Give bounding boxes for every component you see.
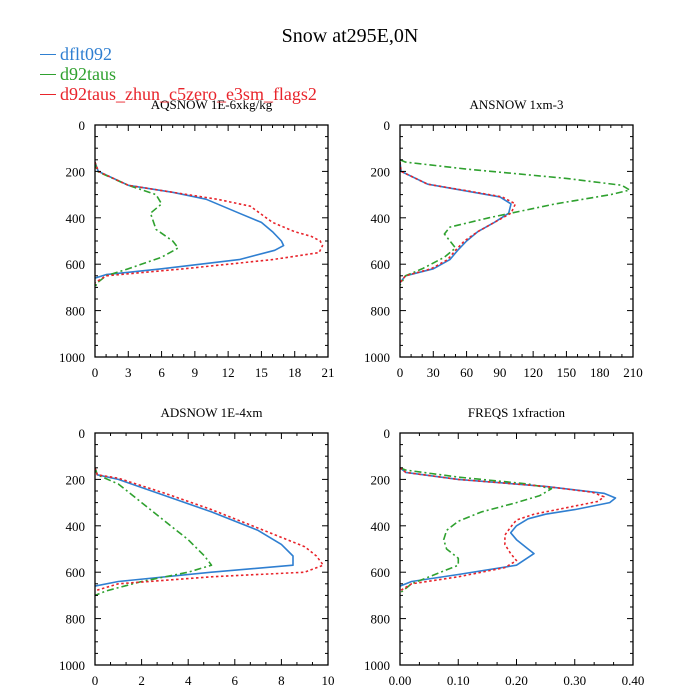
x-tick-label: 21 — [322, 365, 335, 380]
legend-entry-3: d92taus_zhun_c5zero_e3sm_flags2 — [40, 84, 317, 104]
panel-title-3: ADSNOW 1E-4xm — [161, 405, 263, 420]
x-tick-label: 120 — [523, 365, 543, 380]
x-tick-label: 0 — [92, 673, 99, 688]
series-line-d92taus_zhun_c5zero_e3sm_flags2 — [95, 467, 325, 592]
x-tick-label: 8 — [278, 673, 285, 688]
y-tick-label: 600 — [371, 565, 391, 580]
panel-title-4: FREQS 1xfraction — [468, 405, 566, 420]
x-tick-label: 60 — [460, 365, 473, 380]
x-tick-label: 0 — [397, 365, 404, 380]
chart-panel-3: ADSNOW 1E-4xm 0 2 4 6 8 10 0 200 400 600 800 1000 — [59, 405, 335, 688]
x-tick-label: 0.00 — [389, 673, 412, 688]
series-line-dflt092 — [400, 162, 512, 284]
x-tick-label: 6 — [158, 365, 165, 380]
series-line-d92taus — [400, 159, 631, 286]
x-tick-label: 4 — [185, 673, 192, 688]
panel-title-2: ANSNOW 1xm-3 — [469, 97, 563, 112]
legend-entry-1: dflt092 — [40, 44, 317, 64]
y-tick-label: 200 — [66, 164, 86, 179]
y-tick-label: 800 — [66, 612, 86, 627]
panels: AQSNOW 1E-6xkg/kg0 3 6 9 12 15 18 2102004006008… — [59, 97, 644, 688]
x-tick-label: 3 — [125, 365, 132, 380]
series-line-d92taus — [95, 467, 213, 597]
y-tick-label: 0 — [384, 426, 391, 441]
y-tick-label: 800 — [66, 304, 86, 319]
series-line-d92taus — [95, 161, 179, 288]
y-tick-label: 800 — [371, 304, 391, 319]
y-tick-label: 0 — [79, 118, 86, 133]
legend-label-2: d92taus — [60, 64, 116, 84]
chart-panel-4: FREQS 1xfraction 0.00 0.10 0.20 0.30 0.40 0 200… — [364, 405, 644, 688]
series-line-d92taus — [400, 467, 553, 594]
x-tick-label: 210 — [623, 365, 643, 380]
x-tick-label: 15 — [255, 365, 268, 380]
plot-frame — [399, 124, 634, 358]
legend-swatch-2 — [40, 73, 56, 75]
y-tick-label: 600 — [66, 565, 86, 580]
x-tick-label: 6 — [232, 673, 239, 688]
x-tick-label: 30 — [427, 365, 440, 380]
x-tick-label: 0.10 — [447, 673, 470, 688]
y-tick-label: 400 — [371, 211, 391, 226]
y-tick-label: 200 — [66, 472, 86, 487]
plot-frame — [94, 124, 329, 358]
legend: dflt092 d92taus d92taus_zhun_c5zero_e3sm… — [40, 44, 317, 104]
y-tick-label: 400 — [66, 211, 86, 226]
legend-entry-2: d92taus — [40, 64, 317, 84]
y-tick-label: 600 — [371, 257, 391, 272]
y-tick-label: 0 — [79, 426, 86, 441]
figure-title: Snow at295E,0N — [282, 25, 419, 47]
x-tick-label: 18 — [288, 365, 301, 380]
x-tick-label: 0 — [92, 365, 99, 380]
x-tick-label: 0.40 — [622, 673, 645, 688]
plot-frame — [94, 432, 329, 666]
legend-swatch-3 — [40, 93, 56, 95]
x-tick-label: 0.20 — [505, 673, 528, 688]
series-line-d92taus_zhun_c5zero_e3sm_flags2 — [400, 467, 605, 592]
x-tick-label: 10 — [322, 673, 335, 688]
y-tick-label: 400 — [371, 519, 391, 534]
y-tick-label: 600 — [66, 257, 86, 272]
y-tick-label: 0 — [384, 118, 391, 133]
x-tick-label: 12 — [222, 365, 235, 380]
x-tick-label: 90 — [493, 365, 506, 380]
chart-panel-2: ANSNOW 1xm-3 0 30 60 90 120 150 180 210 0 200 400 60… — [364, 97, 643, 380]
x-tick-label: 9 — [192, 365, 199, 380]
y-tick-label: 200 — [371, 164, 391, 179]
y-tick-label: 400 — [66, 519, 86, 534]
x-tick-label: 150 — [557, 365, 577, 380]
chart-panel-1: AQSNOW 1E-6xkg/kg 0 3 6 9 12 15 18 21 0 200 400 600 8… — [59, 97, 335, 380]
legend-label-3: d92taus_zhun_c5zero_e3sm_flags2 — [60, 84, 317, 104]
series-line-d92taus_zhun_c5zero_e3sm_flags2 — [95, 161, 324, 284]
legend-label-1: dflt092 — [60, 44, 112, 64]
x-tick-label: 2 — [138, 673, 145, 688]
x-tick-label: 180 — [590, 365, 610, 380]
legend-swatch-1 — [40, 53, 56, 55]
y-tick-label: 1000 — [59, 350, 85, 365]
y-tick-label: 1000 — [364, 350, 390, 365]
plot-frame — [399, 432, 634, 666]
y-tick-label: 1000 — [59, 658, 85, 673]
series-line-dflt092 — [95, 467, 294, 587]
series-line-dflt092 — [400, 467, 617, 587]
y-tick-label: 1000 — [364, 658, 390, 673]
y-tick-label: 200 — [371, 472, 391, 487]
panel-title-1: AQSNOW 1E-6xkg/kg — [151, 97, 273, 112]
series-line-dflt092 — [95, 161, 285, 279]
series-line-d92taus_zhun_c5zero_e3sm_flags2 — [400, 162, 517, 284]
x-tick-label: 0.30 — [563, 673, 586, 688]
y-tick-label: 800 — [371, 612, 391, 627]
